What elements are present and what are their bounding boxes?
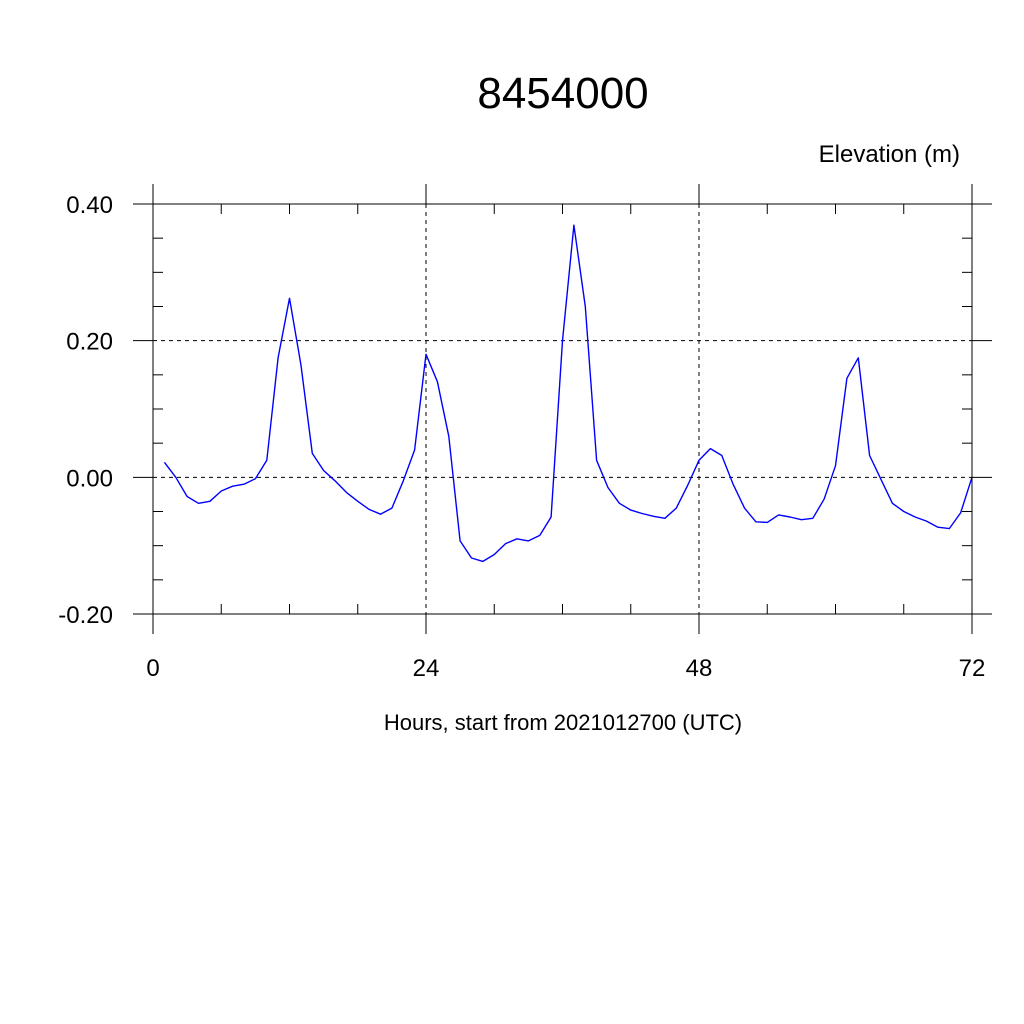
y-tick-label: 0.00 xyxy=(66,465,113,492)
tick-labels: 0 24 48 72 -0.20 0.00 0.20 0.40 xyxy=(58,192,985,682)
y-tick-label: -0.20 xyxy=(58,602,113,629)
grid-lines xyxy=(153,203,973,614)
x-axis-label: Hours, start from 2021012700 (UTC) xyxy=(384,710,742,735)
elevation-series-line xyxy=(163,224,973,563)
series-group xyxy=(163,224,973,563)
x-tick-label: 24 xyxy=(413,655,440,682)
y-axis-unit-label: Elevation (m) xyxy=(819,141,960,168)
x-tick-label: 72 xyxy=(959,655,986,682)
x-tick-label: 48 xyxy=(686,655,713,682)
chart-title: 8454000 xyxy=(477,69,648,118)
axis-ticks xyxy=(133,184,992,634)
y-tick-label: 0.40 xyxy=(66,192,113,219)
plot-border xyxy=(152,203,973,615)
plot-frame xyxy=(152,203,973,615)
x-tick-label: 0 xyxy=(146,655,159,682)
y-tick-label: 0.20 xyxy=(66,329,113,356)
